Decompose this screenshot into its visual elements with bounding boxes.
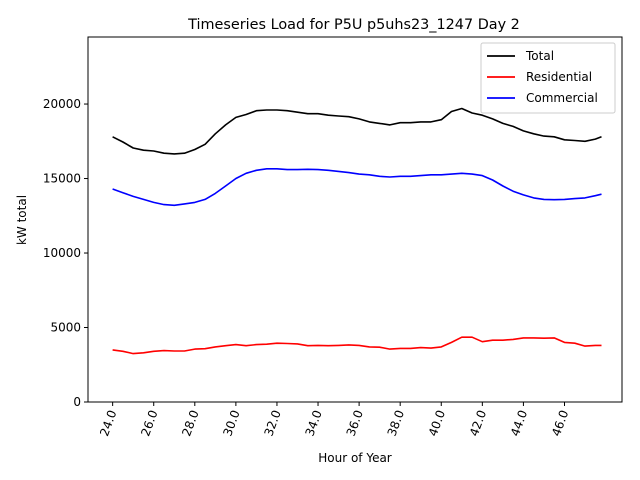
- legend: Total Residential Commercial: [480, 42, 616, 114]
- y-tick-label: 15000: [43, 172, 81, 186]
- y-axis-label: kW total: [15, 195, 29, 245]
- series-line-residential: [112, 336, 602, 355]
- y-tick-label: 20000: [43, 97, 81, 111]
- series-line-commercial: [112, 168, 602, 207]
- y-tick-label: 0: [73, 395, 81, 409]
- y-tick-label: 5000: [50, 321, 81, 335]
- series-line-total: [112, 107, 602, 155]
- plot-frame: [87, 36, 623, 403]
- x-axis-label: Hour of Year: [318, 451, 392, 465]
- legend-label-total: Total: [525, 49, 554, 63]
- legend-label-commercial: Commercial: [526, 91, 598, 105]
- legend-label-residential: Residential: [526, 70, 592, 84]
- y-tick-label: 10000: [43, 246, 81, 260]
- y-axis: 0 5000 10000 15000 20000: [43, 97, 88, 409]
- series-layer: [112, 107, 602, 355]
- legend-frame: [480, 42, 616, 114]
- chart-title: Timeseries Load for P5U p5uhs23_1247 Day…: [187, 17, 520, 33]
